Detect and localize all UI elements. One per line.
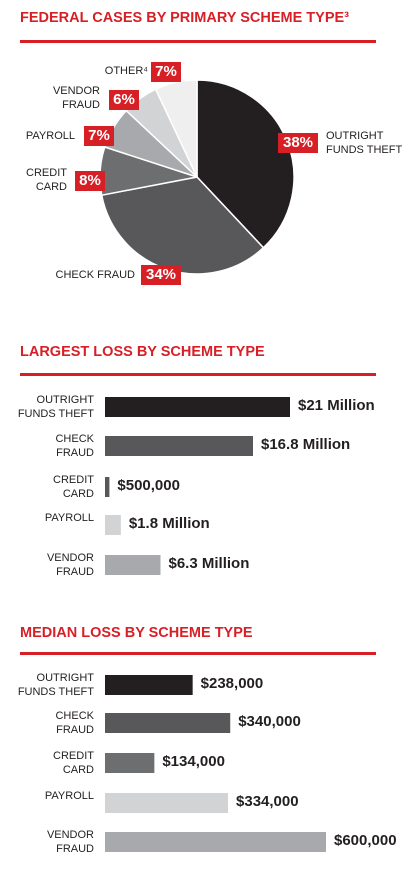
bar xyxy=(105,793,229,813)
bar-category-label: CREDIT CARD xyxy=(53,474,94,500)
bar-category-label: OUTRIGHT FUNDS THEFT xyxy=(17,672,94,698)
bar xyxy=(105,713,231,733)
label-box xyxy=(278,133,318,153)
pie-value-label: 7% xyxy=(88,127,110,144)
title-rule xyxy=(20,40,376,43)
label-box xyxy=(141,265,181,285)
bar-category-label: VENDOR FRAUD xyxy=(46,552,94,578)
bar-category-label: CREDIT CARD xyxy=(53,750,94,776)
bar-value-label: $238,000 xyxy=(200,675,264,692)
pie-category-label: PAYROLL xyxy=(25,130,75,142)
bar xyxy=(105,397,290,417)
bar-value-label: $16.8 Million xyxy=(261,436,351,453)
label-box xyxy=(75,171,105,191)
bar-category-label: CHECK FRAUD xyxy=(55,433,94,459)
bar-category-label: PAYROLL xyxy=(44,790,94,802)
bar-value-label: $1.8 Million xyxy=(128,515,210,532)
pie-value-label: 34% xyxy=(145,266,177,283)
pie-value-label: 6% xyxy=(113,91,135,108)
chart-title: LARGEST LOSS BY SCHEME TYPE xyxy=(20,344,265,360)
label-box xyxy=(109,90,139,110)
bar xyxy=(105,753,155,773)
pie-category-label: VENDOR FRAUD xyxy=(52,85,100,111)
bar xyxy=(105,477,110,497)
bar xyxy=(105,515,121,535)
bar-value-label: $6.3 Million xyxy=(168,555,250,572)
pie-value-label: 7% xyxy=(155,63,177,80)
bar-category-label: VENDOR FRAUD xyxy=(46,829,94,855)
bar-category-label: OUTRIGHT FUNDS THEFT xyxy=(17,394,94,420)
bar xyxy=(105,555,161,575)
title-rule xyxy=(20,373,376,376)
label-box xyxy=(151,62,181,82)
pie-value-label: 38% xyxy=(282,134,314,151)
bar-value-label: $340,000 xyxy=(238,713,301,730)
bar-value-label: $134,000 xyxy=(162,753,225,770)
bar-value-label: $21 Million xyxy=(298,397,375,414)
pie-category-label: CREDIT CARD xyxy=(26,167,67,193)
pie-category-label: OUTRIGHT FUNDS THEFT xyxy=(326,130,403,156)
bar-category-label: PAYROLL xyxy=(44,512,94,524)
chart-title: FEDERAL CASES BY PRIMARY SCHEME TYPE³ xyxy=(20,10,349,26)
bar-value-label: $600,000 xyxy=(334,832,397,849)
label-box xyxy=(84,126,114,146)
bar-value-label: $500,000 xyxy=(117,477,180,494)
bar-value-label: $334,000 xyxy=(236,793,299,810)
bar xyxy=(105,832,326,852)
pie-category-label: OTHER⁴ xyxy=(104,65,148,77)
bar xyxy=(105,436,253,456)
pie-value-label: 8% xyxy=(79,172,101,189)
pie-category-label: CHECK FRAUD xyxy=(55,269,135,281)
title-rule xyxy=(20,652,376,655)
chart-title: MEDIAN LOSS BY SCHEME TYPE xyxy=(20,625,253,641)
bar xyxy=(105,675,193,695)
pie-slice xyxy=(154,79,198,178)
bar-category-label: CHECK FRAUD xyxy=(55,710,94,736)
